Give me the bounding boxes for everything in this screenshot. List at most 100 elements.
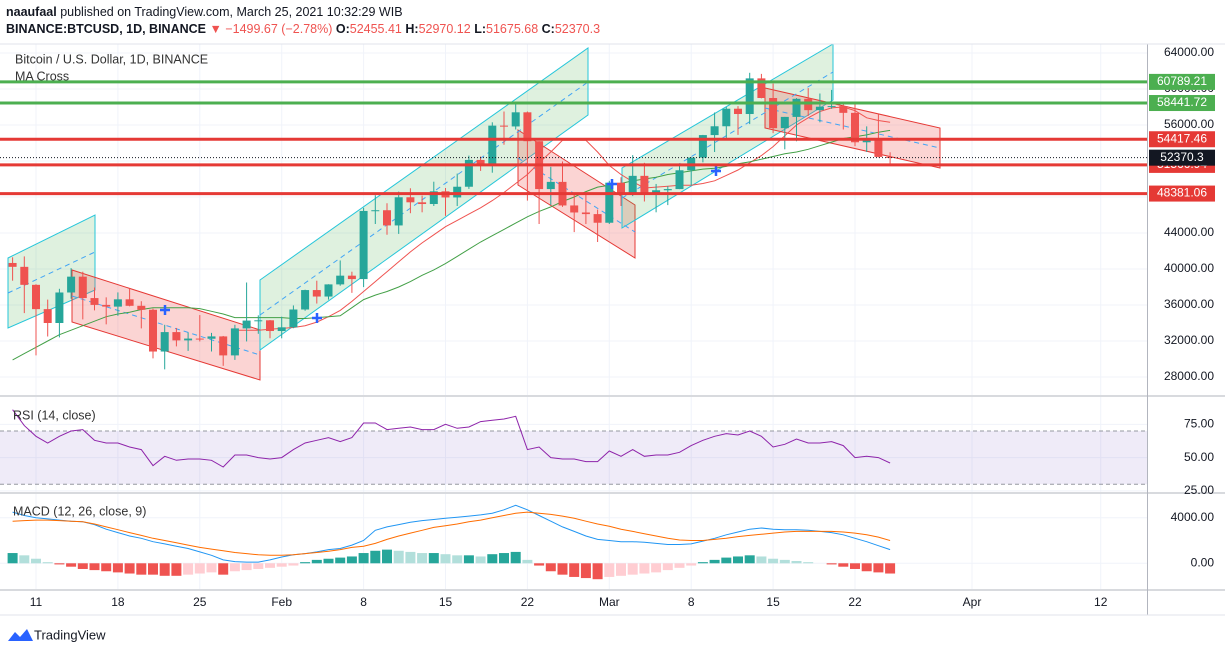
candle-body (125, 299, 134, 306)
candle-body (383, 210, 391, 226)
axes (0, 43, 1225, 616)
candle-body (886, 156, 895, 158)
candle-body (815, 106, 824, 111)
histogram-bar (651, 563, 662, 573)
level-label: 60789.21 (1157, 74, 1207, 88)
channel-mid (259, 81, 589, 316)
candle-body (663, 189, 672, 191)
logo-icon (8, 629, 33, 641)
histogram-bar (534, 563, 545, 566)
candle-body (476, 159, 485, 165)
histogram-bar (148, 563, 158, 575)
candle-body (184, 338, 193, 341)
histogram-bar (826, 563, 837, 565)
marker (312, 313, 322, 323)
histogram-bar (721, 557, 732, 564)
candle-body (757, 78, 766, 98)
y-tick-label: 0.00 (1191, 555, 1215, 569)
histogram-bar (77, 563, 88, 569)
histogram-bar (276, 563, 287, 567)
channel-mid (7, 251, 96, 294)
histogram-bar (405, 551, 416, 564)
y-tick-label: 32000.00 (1164, 333, 1214, 347)
candle-body (219, 336, 228, 356)
marker (607, 179, 617, 189)
histogram-bar (499, 553, 509, 564)
x-tick-label: 15 (766, 595, 780, 609)
histogram-bar (300, 562, 311, 564)
x-tick-label: 22 (848, 595, 862, 609)
histogram-bar (861, 563, 872, 572)
level-label-box (1149, 131, 1215, 148)
candle-body (78, 276, 87, 299)
candle-body (769, 98, 778, 129)
y-tick-label: 44000.00 (1164, 225, 1214, 239)
channel-mid (71, 295, 261, 356)
main-pane (7, 44, 941, 381)
candle-body (745, 78, 754, 115)
histogram-bar (768, 558, 779, 564)
y-tick-label: 4000.00 (1171, 510, 1215, 524)
histogram-bar (627, 563, 638, 575)
histogram-bar (744, 555, 755, 564)
published: published on TradingView.com, March 25, … (60, 5, 403, 19)
histogram-bar (557, 563, 568, 575)
brand: TradingView (34, 627, 106, 642)
histogram-bar (838, 563, 849, 567)
histogram-bar (393, 550, 404, 564)
rsi-title: RSI (14, close) (13, 408, 96, 422)
histogram-bar (791, 561, 802, 564)
candle-body (617, 182, 625, 194)
candle-body (464, 159, 473, 187)
level-label-box (1149, 73, 1215, 90)
candle-body (523, 112, 532, 142)
candle-body (874, 139, 883, 157)
histogram-bar (7, 553, 18, 564)
candle-body (289, 309, 298, 328)
y-tick-label: 64000.00 (1164, 45, 1214, 59)
drawings (7, 44, 941, 381)
candle-body (570, 205, 579, 213)
rsi-line (12, 409, 891, 468)
candle-body (347, 275, 356, 280)
candle-body (266, 320, 274, 332)
candle-body (172, 332, 181, 341)
histogram-bar (779, 559, 790, 564)
histogram-bar (592, 563, 603, 580)
y-tick-label: 56000.00 (1164, 117, 1214, 131)
histogram-bar (452, 555, 463, 564)
candle-body (67, 276, 76, 293)
histogram-bar (709, 559, 720, 564)
level-label-box (1149, 185, 1215, 202)
candle-body (90, 298, 99, 305)
symbol-line: BINANCE:BTCUSD, 1D, BINANCE ▼ −1499.67 (… (6, 21, 600, 38)
histogram-bar (159, 563, 170, 576)
channel (71, 269, 261, 381)
histogram-bar (42, 562, 53, 564)
ohlc-value: 51675.68 (486, 22, 539, 36)
last-price-label: 52370.3 (1160, 150, 1204, 164)
y-tick-label: 50.00 (1184, 450, 1214, 464)
histogram-bar (229, 563, 240, 572)
histogram-bar (697, 562, 708, 564)
rsi-band (0, 430, 1147, 485)
histogram-bar (463, 555, 474, 564)
publish-line: naaufaal published on TradingView.com, M… (6, 4, 600, 21)
candle-body (839, 106, 848, 113)
macd-line (12, 511, 891, 556)
histogram-bar (850, 563, 860, 569)
histogram-bar (31, 558, 41, 564)
candle-body (195, 338, 204, 340)
candle-body (207, 336, 216, 339)
histogram-bar (487, 554, 498, 564)
macd-title: MACD (12, 26, close, 9) (13, 504, 146, 518)
candle-body (722, 108, 731, 127)
candle-body (242, 320, 251, 329)
histogram-bar (417, 553, 428, 564)
histogram-bar (323, 558, 334, 564)
candle-body (8, 262, 17, 267)
candle-body (160, 332, 169, 352)
y-tick-label: 28000.00 (1164, 369, 1214, 383)
